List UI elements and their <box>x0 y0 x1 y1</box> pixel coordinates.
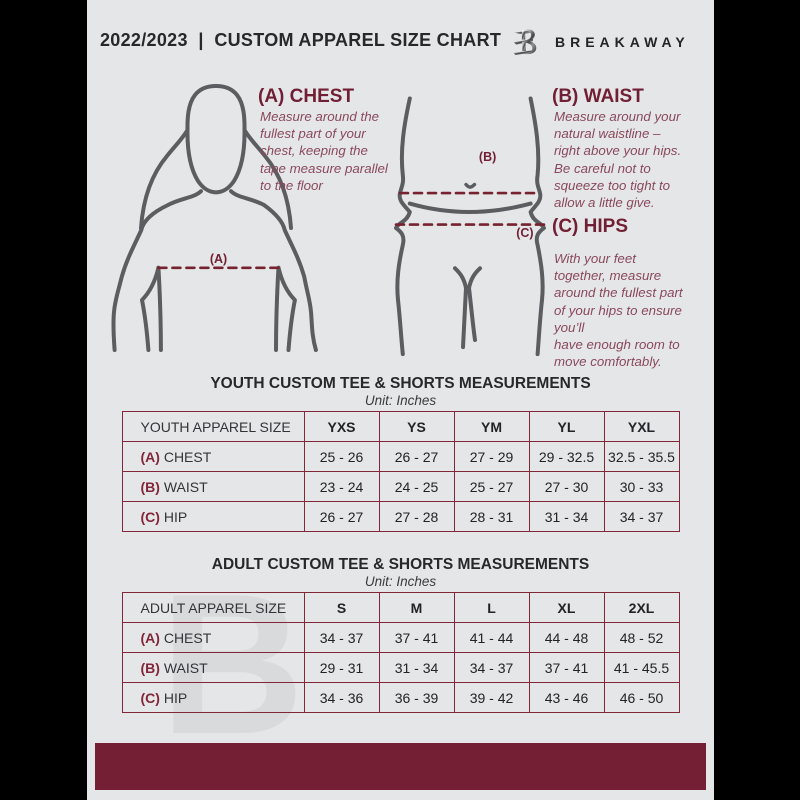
svg-text:(B): (B) <box>479 150 496 164</box>
svg-text:(C): (C) <box>516 226 533 240</box>
svg-text:(A): (A) <box>210 252 227 266</box>
